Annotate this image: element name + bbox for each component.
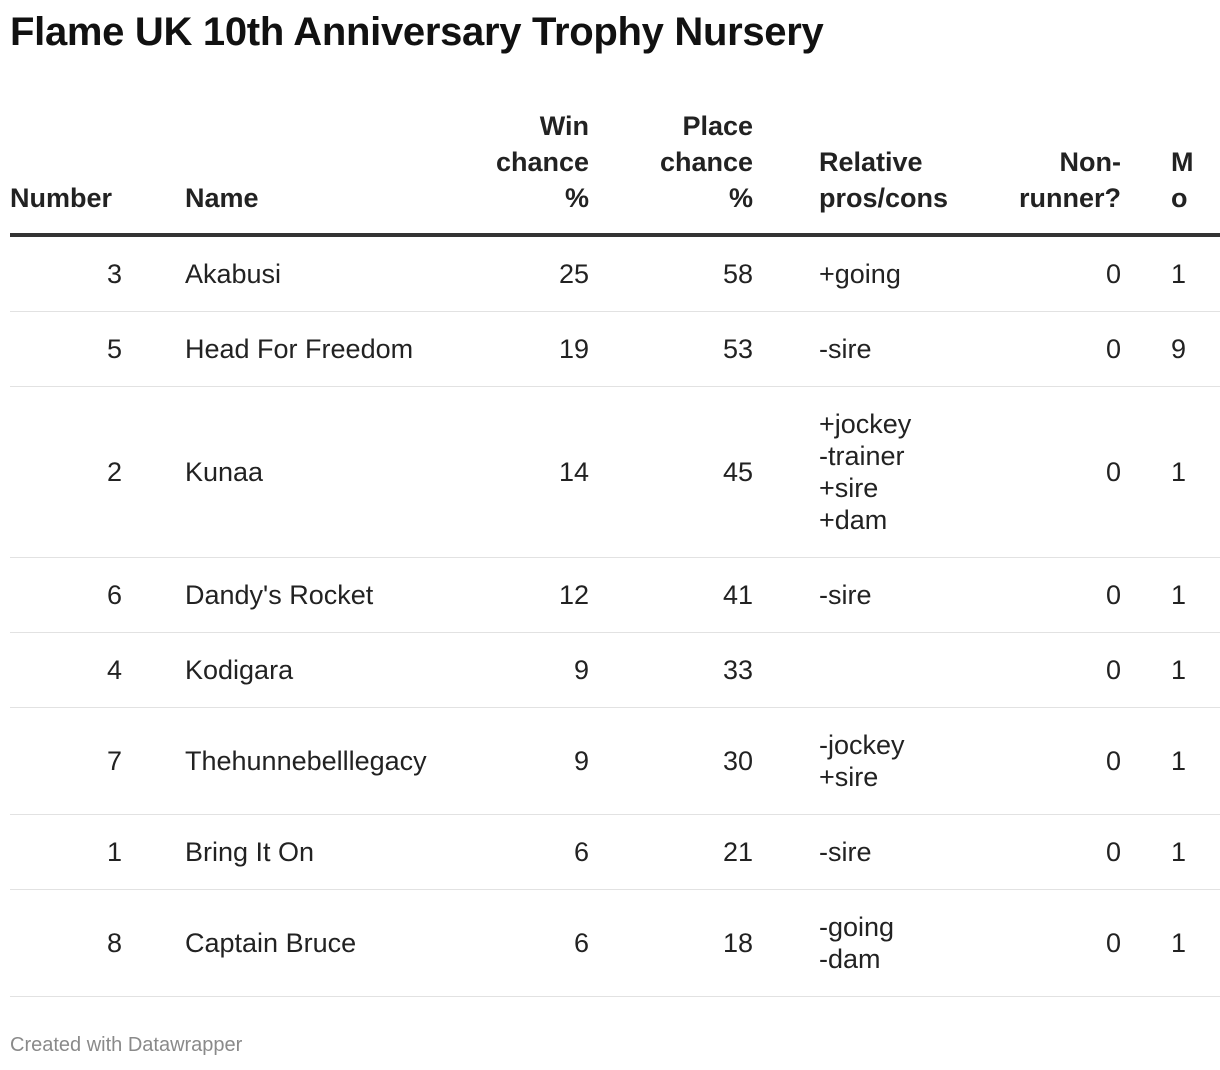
cell-pros-cons: -sire bbox=[765, 311, 965, 387]
cell-more: 1 bbox=[1133, 632, 1220, 708]
cell-win-chance: 25 bbox=[437, 235, 601, 312]
cell-win-chance: 14 bbox=[437, 386, 601, 558]
cell-name: Bring It On bbox=[141, 814, 437, 890]
table-row: 1 Bring It On 6 21 -sire 0 1 bbox=[10, 814, 1220, 890]
table-row: 8 Captain Bruce 6 18 -going -dam 0 1 bbox=[10, 889, 1220, 997]
cell-pros-cons: -jockey +sire bbox=[765, 707, 965, 815]
header-row: Number Name Win chance % Place chance % bbox=[10, 108, 1220, 237]
nonrunner-header-line-1: Non- bbox=[1059, 147, 1121, 177]
cell-non-runner: 0 bbox=[965, 707, 1133, 815]
cell-place-chance: 41 bbox=[601, 557, 765, 633]
table-row: 4 Kodigara 9 33 0 1 bbox=[10, 632, 1220, 708]
cell-non-runner: 0 bbox=[965, 311, 1133, 387]
table-body: 3 Akabusi 25 58 +going 0 1 5 Head For Fr… bbox=[10, 235, 1220, 997]
table-row: 3 Akabusi 25 58 +going 0 1 bbox=[10, 235, 1220, 312]
cell-name: Kunaa bbox=[141, 386, 437, 558]
table-row: 6 Dandy's Rocket 12 41 -sire 0 1 bbox=[10, 557, 1220, 633]
cell-number: 8 bbox=[10, 889, 141, 997]
cell-place-chance: 18 bbox=[601, 889, 765, 997]
column-header-name-label: Name bbox=[185, 183, 259, 213]
cell-place-chance: 30 bbox=[601, 707, 765, 815]
cell-pros-cons: -sire bbox=[765, 557, 965, 633]
cell-place-chance: 58 bbox=[601, 235, 765, 312]
cell-more: 1 bbox=[1133, 386, 1220, 558]
cell-place-chance: 21 bbox=[601, 814, 765, 890]
cell-non-runner: 0 bbox=[965, 235, 1133, 312]
win-header-line-1: Win bbox=[539, 111, 589, 141]
column-header-more[interactable]: M o bbox=[1133, 108, 1220, 237]
cell-pros-cons bbox=[765, 632, 965, 708]
cell-non-runner: 0 bbox=[965, 632, 1133, 708]
cell-number: 4 bbox=[10, 632, 141, 708]
column-header-place-chance[interactable]: Place chance % bbox=[601, 108, 765, 237]
win-header-line-2: chance bbox=[495, 147, 589, 177]
cell-non-runner: 0 bbox=[965, 889, 1133, 997]
cell-name: Thehunnebelllegacy bbox=[141, 707, 437, 815]
column-header-win-chance[interactable]: Win chance % bbox=[437, 108, 601, 237]
cell-more: 1 bbox=[1133, 889, 1220, 997]
page-title: Flame UK 10th Anniversary Trophy Nursery bbox=[10, 10, 824, 54]
cell-name: Head For Freedom bbox=[141, 311, 437, 387]
cell-win-chance: 19 bbox=[437, 311, 601, 387]
table-row: 2 Kunaa 14 45 +jockey -trainer +sire +da… bbox=[10, 386, 1220, 558]
cell-name: Dandy's Rocket bbox=[141, 557, 437, 633]
cell-number: 5 bbox=[10, 311, 141, 387]
cell-win-chance: 9 bbox=[437, 632, 601, 708]
more-header-line-1: M bbox=[1171, 147, 1194, 177]
place-header-line-2: chance bbox=[659, 147, 753, 177]
cell-more: 9 bbox=[1133, 311, 1220, 387]
runners-table: Number Name Win chance % Place chance % bbox=[10, 108, 1220, 997]
pros-header-line-2: pros/cons bbox=[819, 183, 949, 213]
column-header-number-label: Number bbox=[10, 183, 113, 213]
cell-pros-cons: +jockey -trainer +sire +dam bbox=[765, 386, 965, 558]
table-container: Number Name Win chance % Place chance % bbox=[10, 108, 1220, 997]
nonrunner-header-line-2: runner? bbox=[1018, 183, 1121, 213]
cell-more: 1 bbox=[1133, 557, 1220, 633]
cell-number: 2 bbox=[10, 386, 141, 558]
cell-non-runner: 0 bbox=[965, 386, 1133, 558]
win-header-line-3: % bbox=[564, 183, 589, 213]
place-header-line-1: Place bbox=[682, 111, 753, 141]
cell-non-runner: 0 bbox=[965, 814, 1133, 890]
cell-win-chance: 9 bbox=[437, 707, 601, 815]
column-header-name[interactable]: Name bbox=[141, 108, 437, 237]
cell-number: 1 bbox=[10, 814, 141, 890]
column-header-pros-cons[interactable]: Relative pros/cons bbox=[765, 108, 965, 237]
pros-header-line-1: Relative bbox=[819, 147, 923, 177]
footer-credit[interactable]: Created with Datawrapper bbox=[10, 1034, 243, 1056]
cell-win-chance: 6 bbox=[437, 889, 601, 997]
cell-pros-cons: -going -dam bbox=[765, 889, 965, 997]
cell-more: 1 bbox=[1133, 814, 1220, 890]
cell-name: Captain Bruce bbox=[141, 889, 437, 997]
column-header-non-runner[interactable]: Non- runner? bbox=[965, 108, 1133, 237]
cell-number: 7 bbox=[10, 707, 141, 815]
cell-non-runner: 0 bbox=[965, 557, 1133, 633]
cell-place-chance: 53 bbox=[601, 311, 765, 387]
cell-number: 6 bbox=[10, 557, 141, 633]
table-row: 5 Head For Freedom 19 53 -sire 0 9 bbox=[10, 311, 1220, 387]
table-row: 7 Thehunnebelllegacy 9 30 -jockey +sire … bbox=[10, 707, 1220, 815]
cell-name: Kodigara bbox=[141, 632, 437, 708]
cell-place-chance: 45 bbox=[601, 386, 765, 558]
place-header-line-3: % bbox=[728, 183, 753, 213]
table-header: Number Name Win chance % Place chance % bbox=[10, 108, 1220, 237]
cell-more: 1 bbox=[1133, 235, 1220, 312]
cell-win-chance: 6 bbox=[437, 814, 601, 890]
more-header-line-2: o bbox=[1171, 183, 1188, 213]
cell-more: 1 bbox=[1133, 707, 1220, 815]
column-header-number[interactable]: Number bbox=[10, 108, 141, 237]
cell-place-chance: 33 bbox=[601, 632, 765, 708]
cell-name: Akabusi bbox=[141, 235, 437, 312]
cell-win-chance: 12 bbox=[437, 557, 601, 633]
cell-number: 3 bbox=[10, 235, 141, 312]
cell-pros-cons: -sire bbox=[765, 814, 965, 890]
cell-pros-cons: +going bbox=[765, 235, 965, 312]
